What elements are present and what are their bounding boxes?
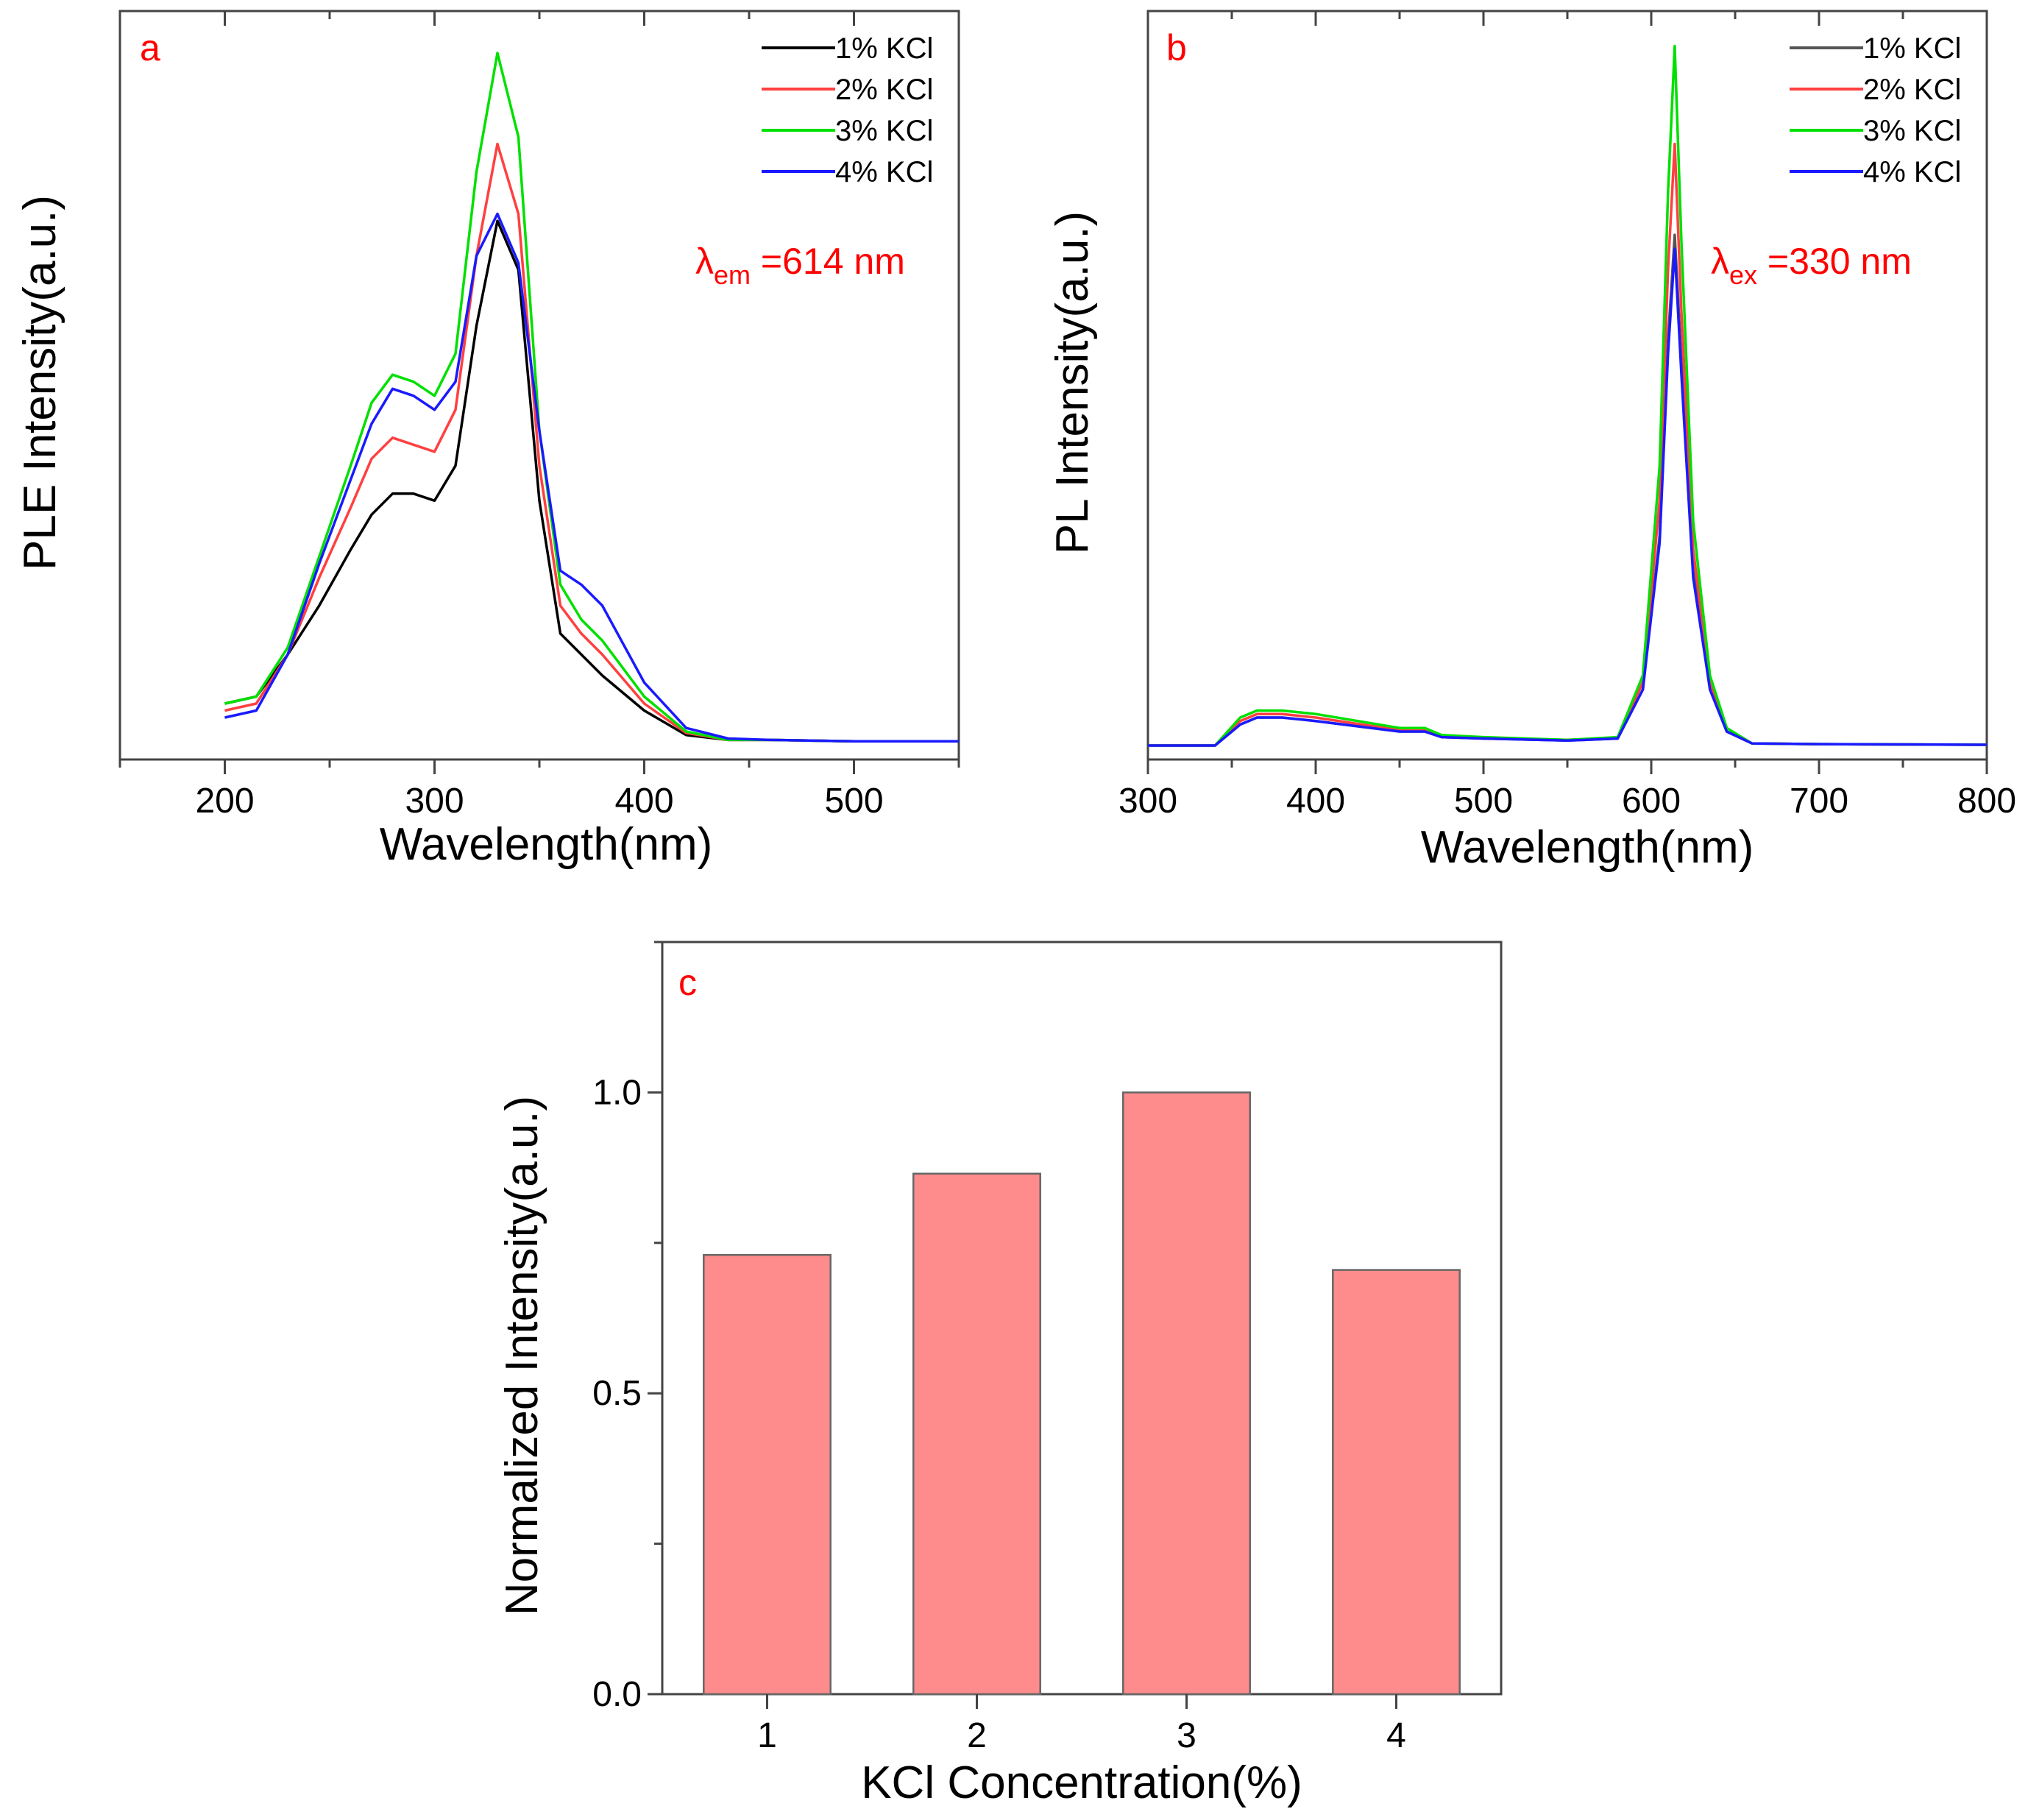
panel-a-y-axis-title: PLE Intensity(a.u.)	[15, 195, 65, 570]
panel-c-x-tick-label: 2	[967, 1716, 987, 1755]
panel-c-x-tick-label: 4	[1386, 1716, 1406, 1755]
panel-c-x-axis-title: KCl Concentration(%)	[861, 1757, 1302, 1808]
panel-b-x-tick-label: 300	[1118, 782, 1177, 821]
panel-a-x-tick-label: 500	[824, 782, 883, 821]
panel-b-legend-label-4: 4% KCl	[1863, 156, 1961, 188]
panel-b-x-tick-label: 700	[1790, 782, 1848, 821]
panel-b-x-tick-label: 500	[1454, 782, 1513, 821]
panel-a-legend-label-4: 4% KCl	[835, 156, 933, 188]
panel-a-series-2-line	[224, 142, 959, 743]
panel-b-series-4-line	[1148, 247, 1988, 747]
panel-a-legend-label-2: 2% KCl	[835, 74, 933, 106]
panel-a-series-3-line	[224, 52, 959, 743]
panel-c-bar-2	[912, 1172, 1041, 1696]
panel-b-legend-label-3: 3% KCl	[1863, 115, 1961, 147]
panel-a-series-1-line	[224, 219, 959, 743]
panel-a-legend-label-1: 1% KCl	[835, 32, 933, 65]
panel-c-x-tick-label: 1	[757, 1716, 777, 1755]
panel-b-pl-chart: b λex =330 nm Wavelength(nm) PL Intensit…	[1047, 10, 2016, 873]
panel-a-x-axis-title: Wavelength(nm)	[380, 819, 713, 870]
panel-b-series-1-line	[1148, 233, 1988, 747]
panel-b-label: b	[1166, 27, 1187, 68]
panel-a-label: a	[140, 27, 160, 68]
panel-c-y-tick-label: 1.0	[592, 1073, 642, 1112]
panel-c-bar-3	[1122, 1091, 1251, 1696]
panel-b-x-axis-title: Wavelength(nm)	[1421, 822, 1754, 873]
panel-a-ple-chart: a λem =614 nm Wavelength(nm) PLE Intensi…	[15, 10, 960, 870]
panel-c-label: c	[678, 962, 697, 1003]
panel-b-y-axis-title: PL Intensity(a.u.)	[1047, 211, 1098, 554]
panel-c-y-tick-label: 0.0	[592, 1675, 642, 1714]
panel-b-x-tick-label: 400	[1286, 782, 1345, 821]
panel-c-plot-frame	[661, 941, 1503, 1696]
panel-c-bar-1	[703, 1253, 832, 1696]
panel-a-x-tick-label: 200	[195, 782, 254, 821]
panel-a-x-tick-label: 300	[405, 782, 464, 821]
panel-b-annotation: λex =330 nm	[1711, 241, 1912, 290]
panel-b-series-3-line	[1148, 44, 1988, 747]
panel-a-annotation: λem =614 nm	[695, 241, 905, 290]
panel-c-bar-chart: c KCl Concentration(%) Normalized Intens…	[497, 941, 1503, 1808]
panel-a-plot-frame	[118, 10, 960, 761]
panel-b-series-2-line	[1148, 142, 1988, 747]
panel-c-y-axis-title: Normalized Intensity(a.u.)	[497, 1096, 547, 1615]
panel-c-x-tick-label: 3	[1177, 1716, 1196, 1755]
panel-b-legend-label-2: 2% KCl	[1863, 74, 1961, 106]
panel-b-x-tick-label: 600	[1622, 782, 1681, 821]
panel-b-x-tick-label: 800	[1957, 782, 2016, 821]
panel-c-y-tick-label: 0.5	[592, 1374, 642, 1413]
panel-a-legend-label-3: 3% KCl	[835, 115, 933, 147]
panel-b-legend-label-1: 1% KCl	[1863, 32, 1961, 65]
panel-a-x-tick-label: 400	[614, 782, 673, 821]
panel-b-plot-frame	[1146, 10, 1988, 761]
panel-a-series-4-line	[224, 212, 959, 743]
panel-c-bar-4	[1332, 1269, 1461, 1696]
